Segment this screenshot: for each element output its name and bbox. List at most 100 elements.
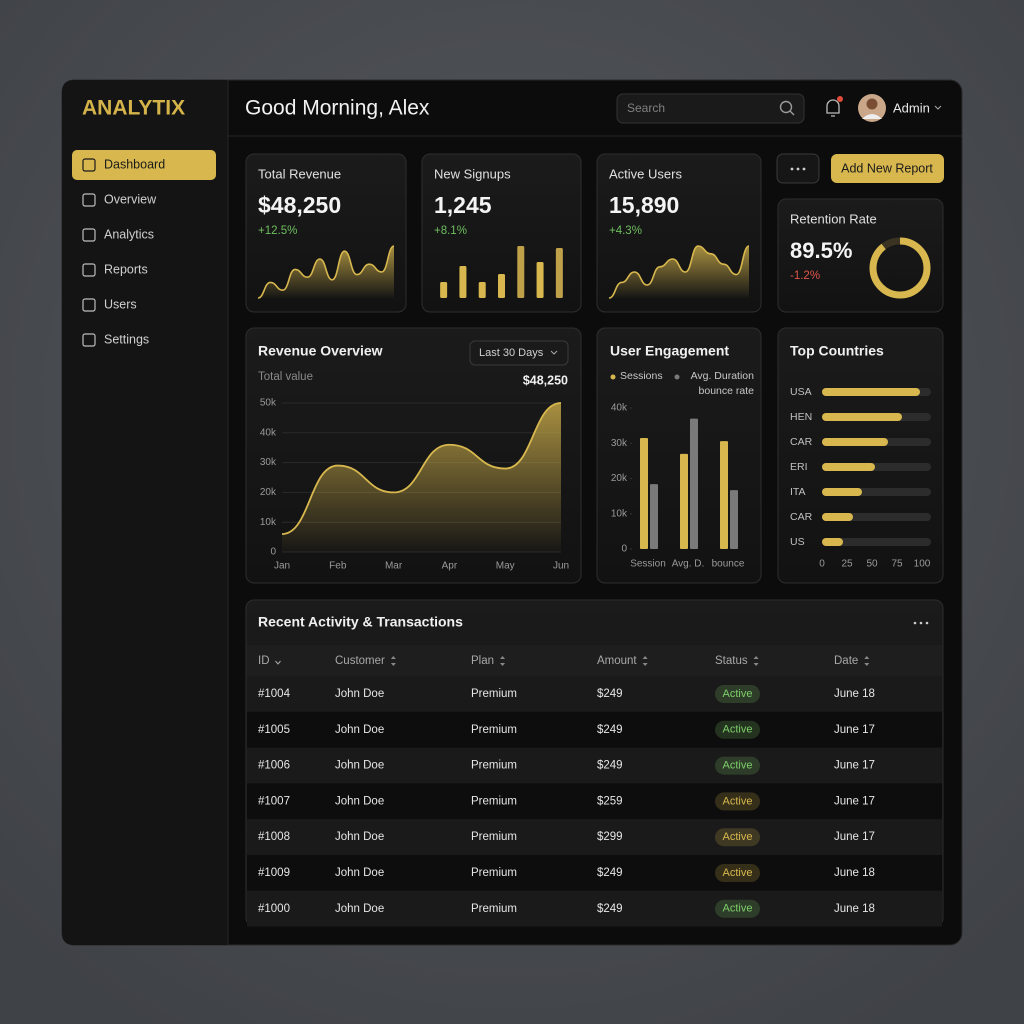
y-tick-label: CAR xyxy=(790,436,813,448)
status-label: Active xyxy=(723,724,753,736)
search-icon xyxy=(779,100,793,114)
bar xyxy=(822,538,843,546)
table-row[interactable] xyxy=(247,711,942,748)
y-tick-label: HEN xyxy=(790,411,812,423)
table-cell: $249 xyxy=(597,688,623,700)
chart-title: Revenue Overview xyxy=(258,343,383,359)
legend-label: Sessions xyxy=(620,370,663,382)
search-icon xyxy=(789,110,795,116)
bell-icon[interactable] xyxy=(826,99,840,117)
status-label: Active xyxy=(723,831,753,843)
y-tick-label: 0 xyxy=(621,544,627,555)
table-row[interactable] xyxy=(247,676,942,712)
table-cell: #1007 xyxy=(258,795,290,807)
y-tick-label: 40k xyxy=(611,403,628,414)
sparkline-area xyxy=(609,246,749,298)
add-report-button[interactable] xyxy=(831,154,944,183)
bar-track xyxy=(822,538,931,546)
table-row[interactable] xyxy=(247,855,942,891)
more-dot[interactable] xyxy=(913,621,917,625)
table-cell: John Doe xyxy=(335,831,384,843)
column-header[interactable]: Amount xyxy=(597,655,637,667)
table-cell: $259 xyxy=(597,795,623,807)
user-name[interactable]: Admin xyxy=(893,100,930,115)
bar xyxy=(822,388,920,396)
table-row[interactable] xyxy=(247,747,942,784)
nav-item[interactable]: Overview xyxy=(104,192,157,206)
status-badge xyxy=(715,864,760,882)
status-badge xyxy=(715,792,760,811)
kpi-change: +12.5% xyxy=(258,225,297,237)
x-tick-label: 75 xyxy=(891,559,903,570)
column-header[interactable]: Status xyxy=(715,655,748,667)
table-cell: Premium xyxy=(471,795,517,807)
more-dot xyxy=(790,167,794,171)
column-header[interactable]: Customer xyxy=(335,655,385,667)
nav-item[interactable]: Reports xyxy=(104,262,148,276)
retention-change: -1.2% xyxy=(790,270,820,282)
dropdown-label: Last 30 Days xyxy=(479,347,544,359)
chart-title: User Engagement xyxy=(610,343,729,359)
column-header[interactable]: ID xyxy=(258,655,270,667)
legend-label: Avg. Duration bounce rate xyxy=(690,370,754,397)
chevron xyxy=(934,105,942,110)
x-tick-label: Apr xyxy=(442,561,458,572)
table-cell: June 18 xyxy=(834,903,875,915)
table-cell: John Doe xyxy=(335,760,384,772)
nav-item[interactable]: Users xyxy=(104,297,137,311)
x-tick-label: 25 xyxy=(841,559,853,570)
search-placeholder: Search xyxy=(627,101,665,115)
avatar-face xyxy=(866,98,878,110)
nav-item[interactable]: Settings xyxy=(104,332,149,346)
nav-icon xyxy=(82,298,96,312)
table-row[interactable] xyxy=(247,783,942,820)
y-tick-label: 30k xyxy=(611,438,628,449)
bar xyxy=(690,418,698,549)
more-dot xyxy=(796,167,800,171)
x-tick-label: Session xyxy=(630,559,666,570)
bar xyxy=(640,437,648,549)
kpi-change: +8.1% xyxy=(434,225,467,237)
legend-entry: Avg. Duration bounce rate xyxy=(690,370,754,397)
y-tick-label: 10k xyxy=(260,517,277,528)
bar xyxy=(822,463,875,471)
y-tick-label: 20k xyxy=(611,473,628,484)
kpi-title: Total Revenue xyxy=(258,166,341,181)
x-tick-label: 50 xyxy=(866,559,878,570)
status-label: Active xyxy=(723,688,753,700)
table-cell: $249 xyxy=(597,724,623,736)
kpi-value: $48,250 xyxy=(258,192,341,218)
sparkline-bar xyxy=(498,274,505,298)
sparkline-line xyxy=(257,245,395,299)
retention-card xyxy=(777,198,944,313)
more-dot xyxy=(802,167,806,171)
bar xyxy=(822,513,853,521)
y-tick-label: 10k xyxy=(611,508,628,519)
kpi-change: +4.3% xyxy=(609,225,642,237)
search-box[interactable] xyxy=(616,93,805,124)
more-dot[interactable] xyxy=(919,621,923,625)
table-row[interactable] xyxy=(247,819,942,855)
table-cell: Premium xyxy=(471,903,517,915)
table-cell: #1005 xyxy=(258,724,290,736)
nav-item[interactable]: Analytics xyxy=(104,227,154,241)
status-label: Active xyxy=(723,760,753,772)
kpi-value: 1,245 xyxy=(434,192,492,218)
more-dot[interactable] xyxy=(925,621,929,625)
column-header[interactable]: Plan xyxy=(471,655,494,667)
nav-item[interactable]: Dashboard xyxy=(104,157,165,171)
y-tick-label: USA xyxy=(790,386,812,398)
x-tick-label: bounce xyxy=(712,559,745,570)
avatar-shirt xyxy=(862,114,882,119)
bar xyxy=(650,484,658,549)
table-cell: Premium xyxy=(471,760,517,772)
sparkline-bar xyxy=(517,246,525,298)
sparkline-line xyxy=(608,245,750,299)
column-header[interactable]: Date xyxy=(834,655,858,667)
sort-icon xyxy=(864,656,870,666)
dropdown[interactable] xyxy=(469,340,569,366)
table-row[interactable] xyxy=(247,890,942,927)
table-cell: John Doe xyxy=(335,867,384,879)
bar xyxy=(720,441,728,549)
x-tick-label: Feb xyxy=(329,561,347,572)
